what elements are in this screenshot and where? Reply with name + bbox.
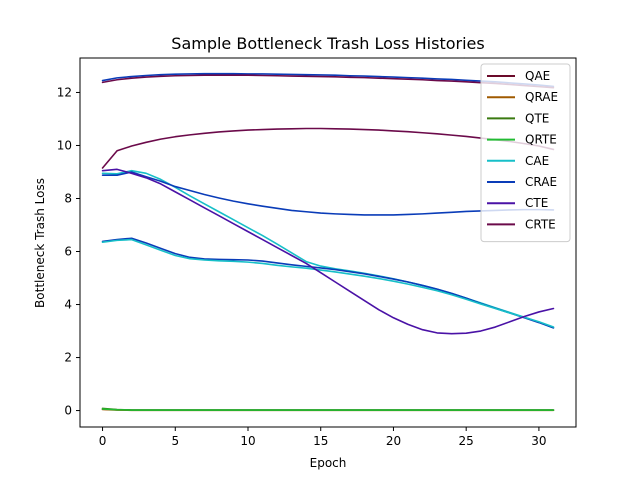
- y-tick-label: 0: [64, 404, 72, 418]
- legend: QAE QRAE QTE QRTE CAE CRAE CTE CRTE: [480, 63, 571, 243]
- x-tick-label: 25: [459, 434, 474, 448]
- legend-label-qae: QAE: [525, 69, 550, 83]
- legend-label-qrae: QRAE: [525, 90, 558, 104]
- x-tick-label: 10: [240, 434, 255, 448]
- x-tick-label: 5: [171, 434, 179, 448]
- series-line-extra-2: [101, 74, 555, 89]
- x-tick-label: 30: [531, 434, 546, 448]
- x-axis: 0 5 10 15 20 25 30: [99, 427, 547, 448]
- legend-label-crte: CRTE: [525, 217, 556, 231]
- y-tick-label: 6: [64, 245, 72, 259]
- series-line-crte: [101, 127, 555, 169]
- plot-frame: [79, 57, 577, 428]
- y-tick-label: 2: [64, 351, 72, 365]
- x-tick-label: 0: [99, 434, 107, 448]
- legend-label-cte: CTE: [525, 196, 548, 210]
- x-axis-label: Epoch: [310, 456, 347, 470]
- y-tick-label: 4: [64, 298, 72, 312]
- y-tick-label: 10: [57, 138, 72, 152]
- legend-label-crae: CRAE: [525, 175, 557, 189]
- legend-box: [480, 63, 571, 243]
- series-line-extra-4: [101, 237, 555, 329]
- y-tick-label: 8: [64, 191, 72, 205]
- plot-lines: [101, 72, 555, 412]
- series-line-qrte: [101, 408, 555, 411]
- legend-label-qrte: QRTE: [525, 133, 557, 147]
- series-line-cae: [101, 238, 555, 328]
- legend-label-cae: CAE: [525, 154, 549, 168]
- y-axis: 0 2 4 6 8 10 12: [57, 85, 80, 418]
- series-line-extra-1: [101, 72, 555, 88]
- legend-label-qte: QTE: [525, 111, 549, 125]
- series-line-crae: [101, 171, 555, 216]
- chart-title: Sample Bottleneck Trash Loss Histories: [171, 34, 484, 53]
- x-tick-label: 15: [313, 434, 328, 448]
- series-line-cte: [101, 168, 555, 335]
- y-tick-label: 12: [57, 85, 72, 99]
- x-tick-label: 20: [386, 434, 401, 448]
- y-axis-label: Bottleneck Trash Loss: [33, 178, 47, 308]
